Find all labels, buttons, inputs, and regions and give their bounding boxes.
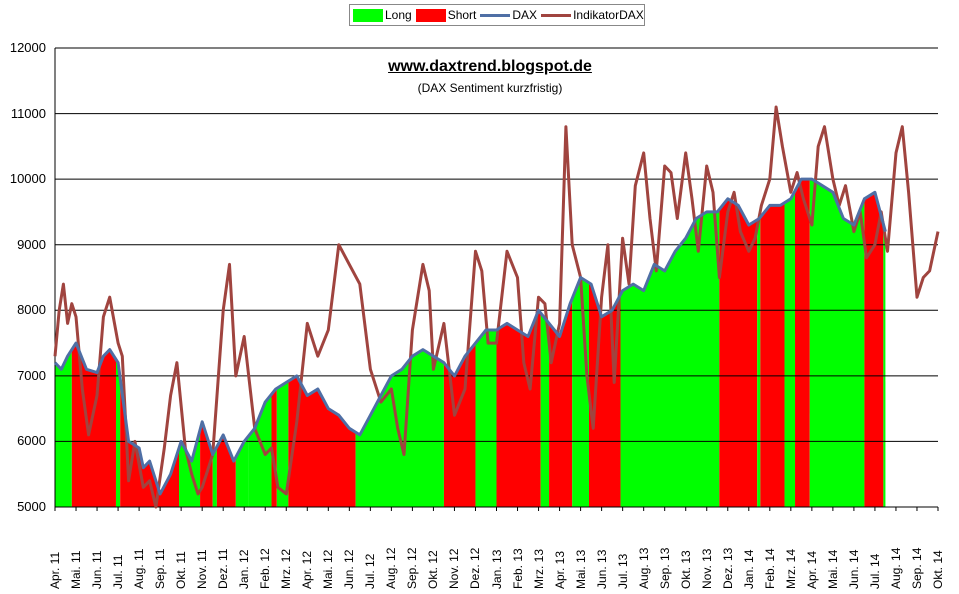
x-tick-label: Mai. 12 (321, 549, 336, 589)
long-area-9 (248, 394, 272, 507)
short-area-24 (760, 202, 785, 507)
x-tick-label: Jul. 12 (363, 553, 378, 589)
x-tick-label: Okt. 11 (174, 551, 189, 589)
x-tick-label: Mai. 13 (573, 549, 588, 589)
x-tick-label: Okt. 13 (678, 550, 693, 589)
short-area-1 (71, 343, 116, 507)
axes (54, 48, 939, 511)
y-tick-label: 12000 (9, 40, 46, 55)
legend-label-indikatordax: IndikatorDAX (573, 8, 644, 22)
y-tick-label: 11000 (10, 105, 46, 121)
x-tick-label: Jul. 13 (615, 553, 630, 589)
x-tick-label: Dez. 12 (468, 547, 483, 589)
x-tick-label: Jun. 14 (846, 549, 861, 589)
chart-title: www.daxtrend.blogspot.de (388, 58, 592, 75)
x-tick-label: Aug. 11 (132, 548, 147, 589)
x-tick-label: Dez. 13 (720, 547, 735, 589)
y-tick-label: 8000 (17, 302, 46, 318)
y-tick-label: 6000 (17, 433, 46, 449)
x-tick-label: Aug. 13 (636, 547, 651, 589)
x-tick-label: Feb. 14 (762, 548, 777, 589)
y-tick-label: 10000 (9, 171, 46, 187)
long-area-23 (757, 217, 761, 507)
long-area-19 (572, 277, 590, 507)
short-area-26 (795, 179, 810, 507)
x-tick-label: Jun. 11 (90, 550, 105, 589)
legend: Long Short DAX IndikatorDAX (349, 4, 645, 26)
long-area-17 (540, 312, 550, 507)
legend-item-long: Long (353, 8, 412, 22)
legend-label-short: Short (447, 8, 477, 22)
long-area-0 (55, 349, 72, 507)
x-tick-label: Jun. 12 (342, 549, 357, 589)
long-area-15 (475, 330, 497, 507)
x-tick-label: Nov. 13 (699, 548, 714, 589)
x-tick-label: Apr. 11 (48, 551, 62, 589)
y-tick-label: 9000 (17, 236, 46, 252)
x-tick-label: Feb. 12 (258, 548, 273, 589)
x-tick-label: Mai. 11 (69, 550, 84, 589)
x-tick-label: Apr. 13 (552, 550, 567, 589)
indikatordax-line (53, 105, 940, 509)
legend-swatch-long (353, 8, 383, 22)
short-area-28 (864, 192, 884, 508)
legend-label-long: Long (385, 8, 412, 22)
legend-swatch-short (415, 8, 446, 22)
legend-swatch-indikatordax (541, 13, 572, 17)
x-tick-label: Okt. 12 (426, 550, 441, 589)
x-tick-label: Sep. 12 (405, 547, 420, 589)
short-area-22 (719, 198, 758, 508)
x-tick-label: Jun. 13 (594, 549, 609, 589)
legend-swatch-dax (480, 13, 511, 17)
long-area-13 (355, 349, 444, 507)
long-area-11 (276, 381, 289, 507)
x-tick-label: Jan. 12 (237, 549, 252, 589)
x-tick-label: Nov. 11 (195, 549, 210, 589)
x-tick-label: Mrz. 13 (531, 548, 546, 589)
x-tick-label: Jul. 14 (867, 553, 882, 589)
x-tick-label: Okt. 14 (931, 550, 945, 589)
x-tick-label: Sep. 13 (657, 547, 672, 589)
x-tick-label: Dez. 11 (216, 548, 231, 589)
x-tick-label: Jan. 13 (489, 549, 504, 589)
long-area-27 (809, 179, 865, 507)
x-tick-label: Aug. 14 (888, 547, 903, 589)
dax-line (53, 177, 887, 496)
x-tick-label: Mrz. 12 (279, 548, 294, 589)
y-tick-label: 5000 (17, 499, 46, 514)
x-tick-label: Sep. 11 (153, 548, 168, 589)
long-area-25 (784, 190, 796, 507)
x-tick-label: Nov. 12 (447, 548, 462, 589)
short-area-7 (216, 434, 236, 507)
short-area-16 (496, 310, 541, 507)
legend-item-short: Short (415, 8, 477, 22)
x-tick-label: Aug. 12 (384, 547, 399, 589)
legend-item-dax: DAX (480, 8, 537, 22)
x-tick-label: Jan. 14 (741, 549, 756, 589)
legend-item-indikatordax: IndikatorDAX (541, 8, 644, 22)
x-tick-label: Apr. 12 (300, 550, 315, 589)
x-tick-label: Mrz. 14 (783, 548, 798, 589)
long-area-6 (212, 446, 217, 507)
long-area-29 (883, 223, 886, 507)
long-area-21 (620, 209, 720, 508)
short-area-3 (120, 378, 180, 507)
x-tick-label: Sep. 14 (909, 547, 924, 589)
y-tick-label: 7000 (17, 367, 46, 383)
x-tick-label: Feb. 13 (510, 548, 525, 589)
x-tick-label: Jul. 11 (111, 554, 126, 589)
legend-label-dax: DAX (512, 8, 538, 22)
x-tick-label: Mai. 14 (825, 549, 840, 589)
long-area-2 (115, 359, 121, 507)
x-tick-label: Apr. 14 (804, 550, 819, 589)
chart-subtitle: (DAX Sentiment kurzfristig) (417, 81, 563, 95)
